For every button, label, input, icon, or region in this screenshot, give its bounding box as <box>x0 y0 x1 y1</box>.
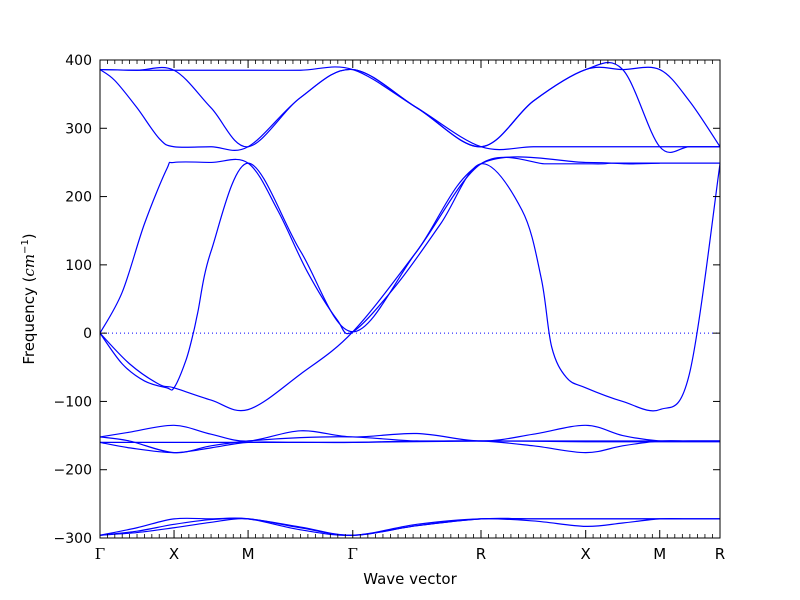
phonon-bands <box>99 61 721 536</box>
band-line-4 <box>99 158 721 412</box>
band-line-3 <box>99 61 720 153</box>
x-axis-title: Wave vector <box>363 570 457 588</box>
k-point-label: R <box>715 545 725 563</box>
band-line-2 <box>99 66 721 151</box>
k-point-label: Γ <box>95 545 105 563</box>
band-line-1 <box>99 66 720 151</box>
k-point-label: R <box>476 545 486 563</box>
y-tick-label: −100 <box>54 394 92 410</box>
plot-frame <box>99 59 721 539</box>
k-point-label: X <box>581 545 591 563</box>
k-point-label: Γ <box>348 545 358 563</box>
k-point-label: M <box>653 545 666 563</box>
k-point-label: M <box>242 545 255 563</box>
y-axis-title-text: Frequency ( <box>20 277 38 365</box>
y-tick-label: 400 <box>65 53 92 69</box>
band-line-5 <box>99 156 660 391</box>
y-tick-label: 300 <box>65 121 92 137</box>
y-axis-title-exponent: −1 <box>20 239 31 254</box>
y-tick-label: −200 <box>54 463 92 479</box>
band-line-7 <box>99 424 720 443</box>
band-line-12 <box>99 517 720 536</box>
y-tick-label: 0 <box>83 326 92 342</box>
band-line-10 <box>100 440 720 444</box>
y-axis-title: Frequency (cm−1) <box>20 233 38 364</box>
y-tick-label: 200 <box>65 190 92 206</box>
y-axis-ticks: 400 300 200 100 0 −100 −200 −300 <box>54 53 720 547</box>
band-line-9 <box>99 440 720 454</box>
band-line-13 <box>99 517 720 536</box>
y-tick-label: 100 <box>65 258 92 274</box>
y-tick-label: −300 <box>54 531 92 547</box>
k-point-label: X <box>169 545 179 563</box>
y-axis-title-unit: cm <box>20 254 38 277</box>
y-axis-title-close: ) <box>20 233 38 239</box>
band-line-6 <box>99 156 720 412</box>
